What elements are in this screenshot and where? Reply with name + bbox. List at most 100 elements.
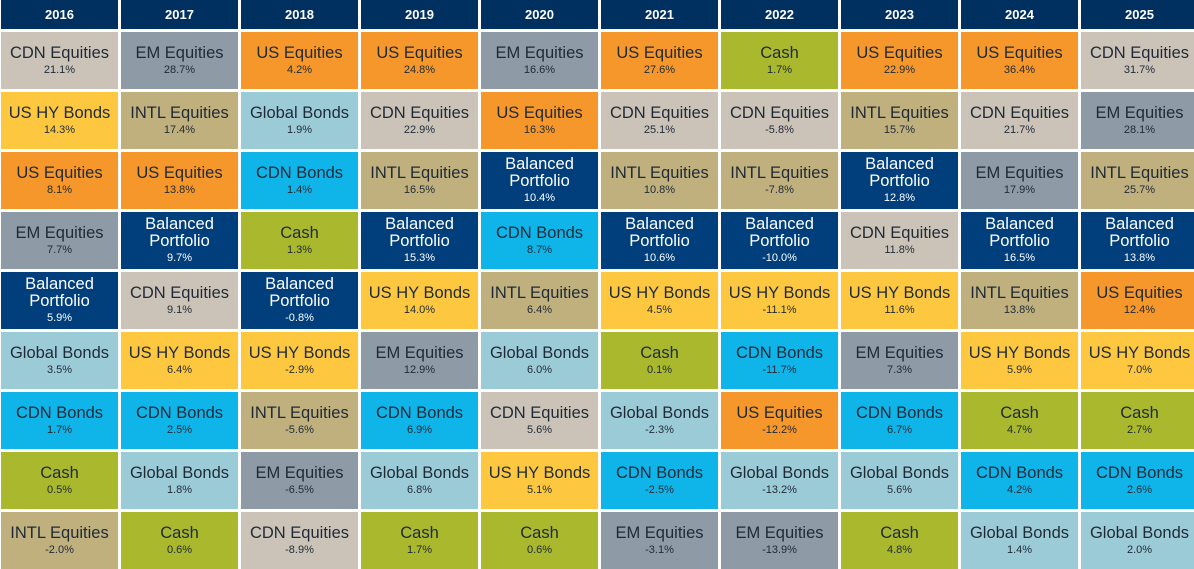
asset-name: Balanced Portfolio — [145, 215, 214, 250]
cell-2024-em-equities: EM Equities 17.9% — [961, 152, 1078, 209]
return-value: 11.8% — [884, 243, 915, 256]
cell-2023-cdn-bonds: CDN Bonds 6.7% — [841, 392, 958, 449]
asset-name: Global Bonds — [249, 103, 350, 122]
asset-name: EM Equities — [855, 343, 944, 362]
asset-name: Global Bonds — [729, 463, 830, 482]
return-value: 4.5% — [646, 303, 673, 316]
asset-name: Balanced Portfolio — [265, 275, 334, 310]
asset-name: US HY Bonds — [248, 343, 351, 362]
year-header-2016: 2016 — [1, 0, 118, 29]
return-value: 13.8% — [163, 183, 196, 196]
return-value: 0.6% — [166, 543, 193, 556]
asset-name: CDN Bonds — [615, 463, 704, 482]
cell-2024-intl-equities: INTL Equities 13.8% — [961, 272, 1078, 329]
cell-2022-cdn-bonds: CDN Bonds -11.7% — [721, 332, 838, 389]
return-value: 5.1% — [526, 483, 553, 496]
cell-2019-intl-equities: INTL Equities 16.5% — [361, 152, 478, 209]
cell-2018-em-equities: EM Equities -6.5% — [241, 452, 358, 509]
asset-name: US Equities — [736, 403, 823, 422]
cell-2024-balanced-portfolio: Balanced Portfolio 16.5% — [961, 212, 1078, 269]
cell-2024-us-hy-bonds: US HY Bonds 5.9% — [961, 332, 1078, 389]
asset-name: INTL Equities — [130, 103, 229, 122]
asset-name: INTL Equities — [250, 403, 349, 422]
return-value: 6.7% — [886, 423, 913, 436]
return-value: 27.6% — [643, 63, 676, 76]
return-value: 10.6% — [643, 252, 676, 264]
return-value: 6.4% — [166, 363, 193, 376]
cell-2022-global-bonds: Global Bonds -13.2% — [721, 452, 838, 509]
year-header-2019: 2019 — [361, 0, 478, 29]
return-value: 12.8% — [883, 192, 916, 204]
asset-name: Cash — [1120, 403, 1159, 422]
return-value: 13.8% — [1003, 303, 1036, 316]
cell-2021-balanced-portfolio: Balanced Portfolio 10.6% — [601, 212, 718, 269]
asset-name: CDN Bonds — [495, 223, 584, 242]
asset-name: INTL Equities — [730, 163, 829, 182]
cell-2022-cdn-equities: CDN Equities -5.8% — [721, 92, 838, 149]
asset-name: US HY Bonds — [968, 343, 1071, 362]
cell-2016-intl-equities: INTL Equities -2.0% — [1, 512, 118, 569]
cell-2025-cash: Cash 2.7% — [1081, 392, 1194, 449]
cell-2024-cdn-equities: CDN Equities 21.7% — [961, 92, 1078, 149]
asset-name: CDN Equities — [1089, 43, 1190, 62]
return-value: 6.0% — [526, 363, 553, 376]
asset-name: US HY Bonds — [128, 343, 231, 362]
asset-name: CDN Equities — [849, 223, 950, 242]
cell-2019-em-equities: EM Equities 12.9% — [361, 332, 478, 389]
asset-name: US HY Bonds — [8, 103, 111, 122]
return-value: 5.6% — [886, 483, 913, 496]
return-value: 4.7% — [1006, 423, 1033, 436]
return-value: 0.5% — [46, 483, 73, 496]
cell-2020-us-equities: US Equities 16.3% — [481, 92, 598, 149]
return-value: -2.0% — [45, 543, 74, 556]
cell-2016-us-hy-bonds: US HY Bonds 14.3% — [1, 92, 118, 149]
asset-name: US Equities — [1096, 283, 1183, 302]
cell-2025-cdn-bonds: CDN Bonds 2.6% — [1081, 452, 1194, 509]
cell-2025-global-bonds: Global Bonds 2.0% — [1081, 512, 1194, 569]
asset-name: EM Equities — [135, 43, 224, 62]
year-header-2021: 2021 — [601, 0, 718, 29]
return-value: 2.5% — [166, 423, 193, 436]
return-value: 16.5% — [403, 183, 436, 196]
asset-name: CDN Equities — [9, 43, 110, 62]
return-value: -0.8% — [285, 312, 314, 324]
asset-name: Cash — [280, 223, 319, 242]
asset-name: CDN Bonds — [135, 403, 224, 422]
asset-name: CDN Equities — [969, 103, 1070, 122]
cell-2018-intl-equities: INTL Equities -5.6% — [241, 392, 358, 449]
cell-2020-cdn-equities: CDN Equities 5.6% — [481, 392, 598, 449]
year-header-2023: 2023 — [841, 0, 958, 29]
return-value: -2.9% — [285, 363, 314, 376]
cell-2023-us-equities: US Equities 22.9% — [841, 32, 958, 89]
cell-2022-em-equities: EM Equities -13.9% — [721, 512, 838, 569]
return-value: 1.4% — [1006, 543, 1033, 556]
asset-name: Cash — [760, 43, 799, 62]
return-value: 10.8% — [643, 183, 676, 196]
asset-name: Global Bonds — [1089, 523, 1190, 542]
return-value: 1.8% — [166, 483, 193, 496]
return-value: -13.9% — [762, 543, 797, 556]
cell-2016-global-bonds: Global Bonds 3.5% — [1, 332, 118, 389]
return-value: -12.2% — [762, 423, 797, 436]
cell-2019-balanced-portfolio: Balanced Portfolio 15.3% — [361, 212, 478, 269]
cell-2023-us-hy-bonds: US HY Bonds 11.6% — [841, 272, 958, 329]
asset-name: Cash — [520, 523, 559, 542]
cell-2017-em-equities: EM Equities 28.7% — [121, 32, 238, 89]
return-value: 3.5% — [46, 363, 73, 376]
cell-2019-global-bonds: Global Bonds 6.8% — [361, 452, 478, 509]
asset-name: INTL Equities — [490, 283, 589, 302]
return-value: 2.0% — [1126, 543, 1153, 556]
return-value: -5.6% — [285, 423, 314, 436]
return-value: 22.9% — [883, 63, 916, 76]
cell-2020-em-equities: EM Equities 16.6% — [481, 32, 598, 89]
return-value: 15.3% — [403, 252, 436, 264]
asset-name: Global Bonds — [849, 463, 950, 482]
return-value: -3.1% — [645, 543, 674, 556]
cell-2017-cash: Cash 0.6% — [121, 512, 238, 569]
cell-2016-cash: Cash 0.5% — [1, 452, 118, 509]
cell-2024-cdn-bonds: CDN Bonds 4.2% — [961, 452, 1078, 509]
asset-name: Balanced Portfolio — [865, 155, 934, 190]
asset-name: INTL Equities — [850, 103, 949, 122]
asset-name: Balanced Portfolio — [625, 215, 694, 250]
return-value: 5.9% — [1006, 363, 1033, 376]
